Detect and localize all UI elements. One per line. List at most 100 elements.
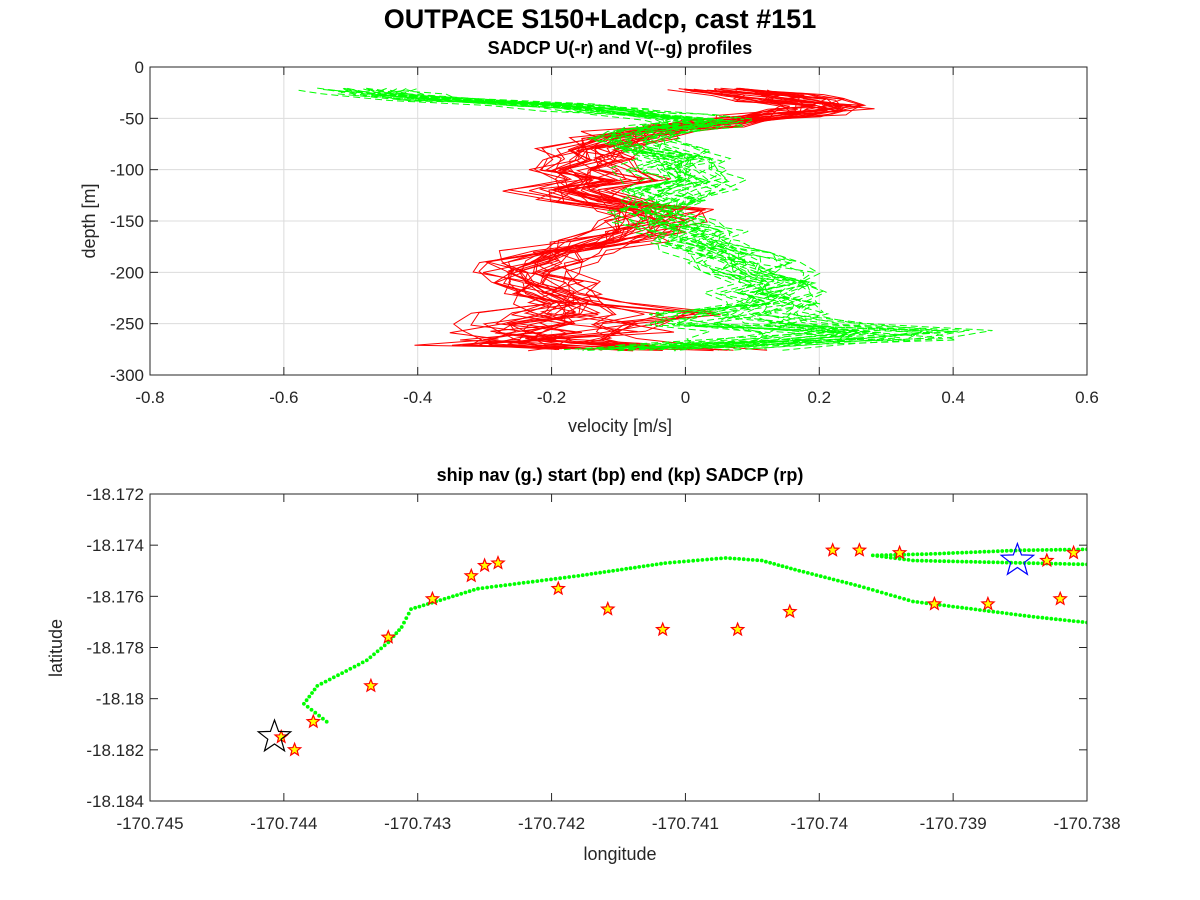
nav-track-dot [746,557,751,562]
nav-track-dot [1004,560,1009,565]
profile-V-line [396,88,942,350]
profiles-title: SADCP U(-r) and V(--g) profiles [488,38,753,58]
nav-track-dot [323,679,328,684]
nav-track-dot [946,551,951,556]
nav-track-dot [589,572,594,576]
nav-track-dot [857,584,862,588]
profiles-x-tick-label: 0.4 [941,388,965,407]
nav-track-dot [848,582,853,586]
sadcp-point-star [926,595,943,611]
nav-track-dot [1067,618,1072,623]
nav-track-dot [1040,548,1045,552]
nav-track-dot [463,590,468,595]
nav-track-dot [1058,617,1063,622]
profiles-data [298,87,993,352]
nav-y-tick-label: -18.178 [86,639,144,658]
nav-track-dot [340,671,344,675]
nav-track-dot [915,558,920,563]
nav-track-dot [512,582,517,586]
nav-track-dot [991,609,996,614]
nav-track-dot [897,595,902,600]
nav-track-dot [650,563,655,567]
nav-track-dot [915,552,920,557]
nav-track-dot [928,559,933,563]
profile-U-line [481,88,790,350]
nav-track-dot [888,593,893,597]
profile-U-line [482,88,816,352]
nav-track-dot [866,586,871,591]
nav-track-dot [571,574,576,579]
sadcp-point-star [550,580,566,596]
nav-track-dot [471,588,476,592]
nav-track-dot [526,580,530,585]
nav-track-dot [324,719,329,724]
nav-track-dot [1018,561,1022,565]
nav-track-dot [654,562,659,567]
nav-track-dot [955,605,960,609]
nav-track-dot [969,606,973,611]
nav-track-dot [928,552,933,556]
nav-track-dot [1000,610,1005,615]
nav-track-dot [986,609,991,613]
nav-track-dot [302,701,306,706]
nav-track-dot [319,681,324,686]
profile-V-line [370,87,811,351]
nav-track-dot [382,643,387,648]
nav-track-dot [1000,560,1005,565]
nav-track-dot [1040,615,1045,620]
nav-track-dot [840,579,845,584]
nav-track-dot [995,560,1000,565]
nav-track-dot [951,604,955,609]
nav-track-dot [356,662,361,667]
nav-track-dot [924,552,929,556]
nav-track-dot [344,669,349,673]
profiles-x-tick-label: 0.2 [807,388,831,407]
sadcp-point-star [782,603,798,619]
nav-track-dot [906,552,911,557]
nav-track-dot [955,550,960,555]
nav-track-dot [641,564,646,569]
nav-track-dot [805,571,810,575]
profiles-x-tick-label: 0 [681,388,690,407]
nav-track-dot [1027,561,1031,565]
nav-xlabel: longitude [583,844,656,864]
nav-track-dot [911,558,915,563]
sadcp-point-star [729,621,746,637]
nav-track-dot [562,575,567,580]
nav-track-dot [576,574,581,578]
nav-track-dot [995,610,1000,615]
nav-track-dot [1062,618,1067,622]
nav-track-dot [705,557,709,562]
sadcp-point-star [1052,590,1068,606]
nav-x-tick-label: -170.741 [652,814,719,833]
nav-track-dot [789,566,793,571]
nav-track-dot [467,589,472,594]
nav-track-dot [1071,562,1076,566]
nav-track-dot [1049,616,1054,621]
nav-track-dot [973,550,978,554]
nav-data [256,541,1087,757]
nav-track-dot [960,559,964,564]
nav-track-dot [772,562,777,566]
profiles-x-tick-label: -0.2 [537,388,566,407]
nav-track-dot [628,566,633,571]
nav-track-dot [933,551,938,556]
nav-track-dot [307,694,312,699]
nav-track-dot [780,564,785,569]
nav-x-tick-label: -170.742 [518,814,585,833]
nav-ticks: -170.745 -170.744 -170.743 -170.742 -170.741… [86,485,1120,833]
nav-x-tick-label: -170.743 [384,814,451,833]
nav-track-dot [691,558,696,563]
nav-track-dot [646,563,650,568]
nav-track-dot [336,673,340,678]
nav-track-dot [438,598,443,603]
profile-V-line [343,87,838,350]
nav-y-tick-label: -18.172 [86,485,144,504]
nav-track-dot [677,560,682,564]
nav-track-dot [409,607,413,611]
nav-track-dot [451,594,455,599]
profile-V-line [327,89,861,351]
nav-track-dot [1031,614,1036,619]
nav-track-dot [991,560,996,565]
nav-track-dot [567,575,572,579]
